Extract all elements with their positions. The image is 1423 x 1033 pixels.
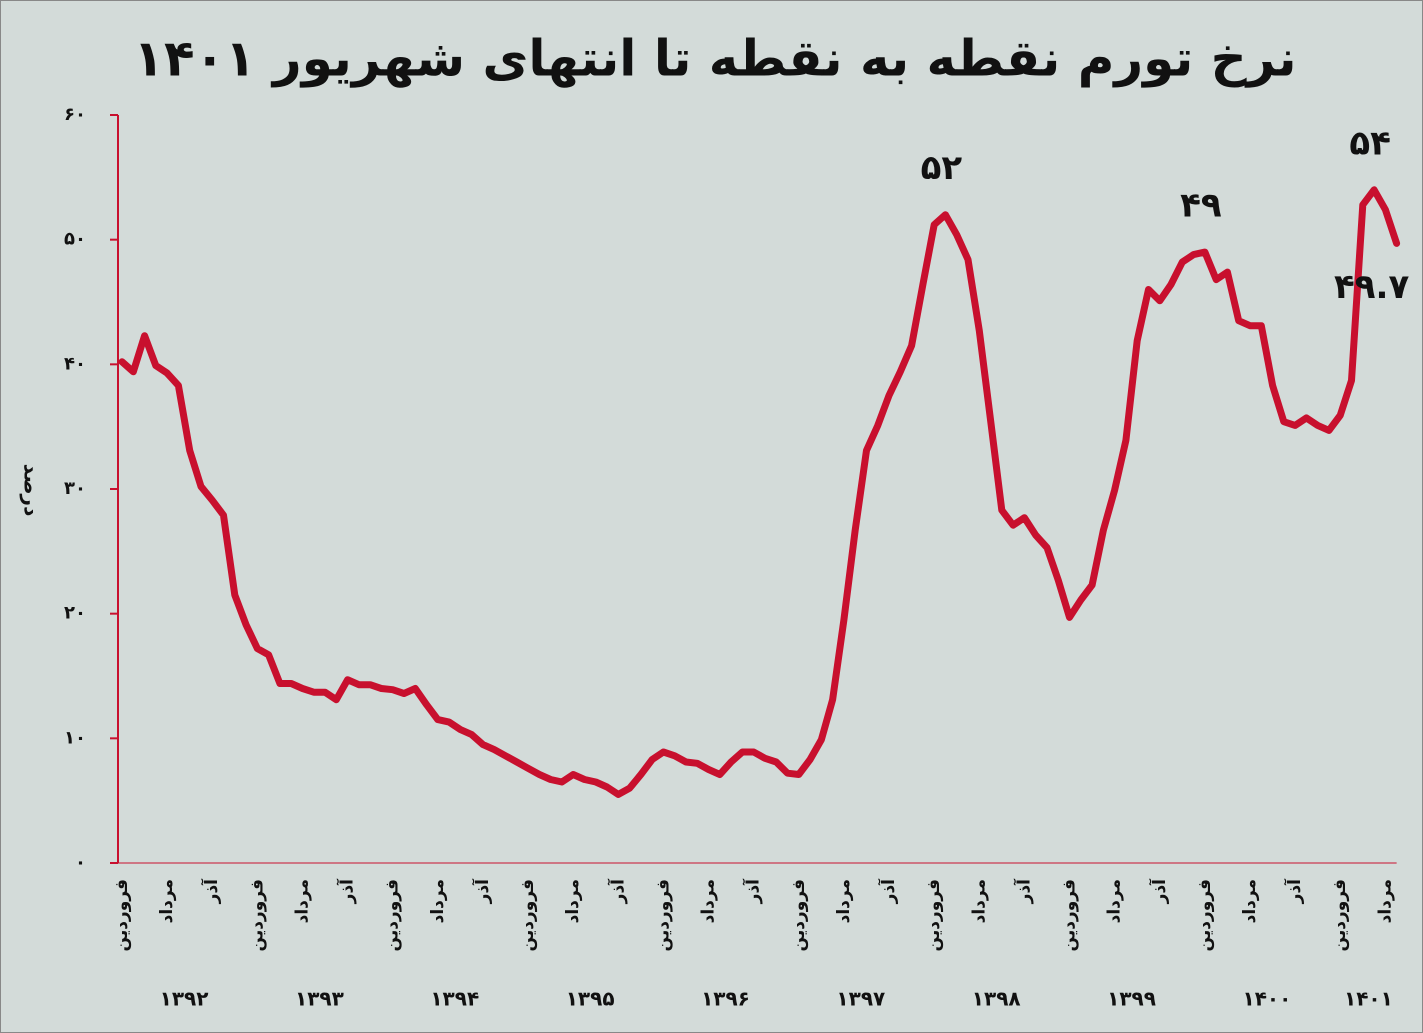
x-tick-label: مرداد	[428, 879, 448, 923]
x-tick-label: فروردین	[924, 879, 944, 951]
y-tick-label: ۶۰	[64, 104, 86, 125]
year-label: ۱۳۹۹	[1107, 987, 1156, 1011]
y-tick-label: ۰	[75, 852, 86, 873]
x-tick-label: فروردین	[789, 879, 809, 951]
value-label: ۴۹	[1180, 186, 1222, 226]
value-label: ۵۴	[1349, 123, 1391, 163]
year-label: ۱۳۹۴	[430, 987, 479, 1011]
x-tick-label: فروردین	[1195, 879, 1215, 951]
x-tick-label: آذر	[1148, 878, 1170, 905]
x-tick-label: فروردین	[383, 879, 403, 951]
x-tick-label: مرداد	[292, 879, 312, 923]
x-tick-label: فروردین	[653, 879, 673, 951]
y-tick-label: ۵۰	[64, 229, 86, 250]
y-tick-label: ۱۰	[64, 727, 86, 748]
x-tick-label: مرداد	[157, 879, 177, 923]
year-label: ۱۳۹۶	[701, 987, 750, 1011]
year-label: ۱۳۹۲	[160, 987, 209, 1011]
value-label: ۴۹.۷	[1334, 267, 1409, 307]
x-tick-label: مرداد	[969, 879, 989, 923]
y-tick-label: ۴۰	[64, 353, 86, 374]
year-label: ۱۴۰۰	[1243, 987, 1292, 1011]
y-tick-label: ۳۰	[64, 478, 86, 499]
value-label: ۵۲	[921, 148, 963, 188]
x-tick-label: آذر	[1012, 878, 1034, 905]
year-label: ۱۳۹۵	[566, 987, 615, 1011]
x-tick-label: آذر	[1283, 878, 1305, 905]
y-tick-label: ۲۰	[64, 603, 86, 624]
x-tick-label: مرداد	[1105, 879, 1125, 923]
x-tick-label: آذر	[742, 878, 764, 905]
x-tick-label: فروردین	[1060, 879, 1080, 951]
year-label: ۱۴۰۱	[1344, 987, 1393, 1011]
chart-title: نرخ تورم نقطه به نقطه تا انتهای شهریور ۱…	[133, 30, 1296, 89]
y-axis-label: درصد	[20, 464, 44, 517]
x-tick-label: مرداد	[563, 879, 583, 923]
x-tick-label: فروردین	[247, 879, 267, 951]
year-label: ۱۳۹۷	[836, 987, 885, 1011]
x-tick-label: مرداد	[1375, 879, 1395, 923]
x-tick-label: فروردین	[112, 879, 132, 951]
x-tick-label: مرداد	[699, 879, 719, 923]
x-tick-label: فروردین	[518, 879, 538, 951]
year-label: ۱۳۹۳	[295, 987, 344, 1011]
x-tick-label: آذر	[606, 878, 628, 905]
x-tick-label: فروردین	[1330, 879, 1350, 951]
x-tick-label: آذر	[471, 878, 493, 905]
x-tick-label: مرداد	[1240, 879, 1260, 923]
x-tick-label: آذر	[877, 878, 899, 905]
line-series	[118, 186, 1401, 798]
x-tick-label: آذر	[200, 878, 222, 905]
x-tick-label: آذر	[336, 878, 358, 905]
x-tick-label: مرداد	[834, 879, 854, 923]
year-label: ۱۳۹۸	[972, 987, 1021, 1011]
